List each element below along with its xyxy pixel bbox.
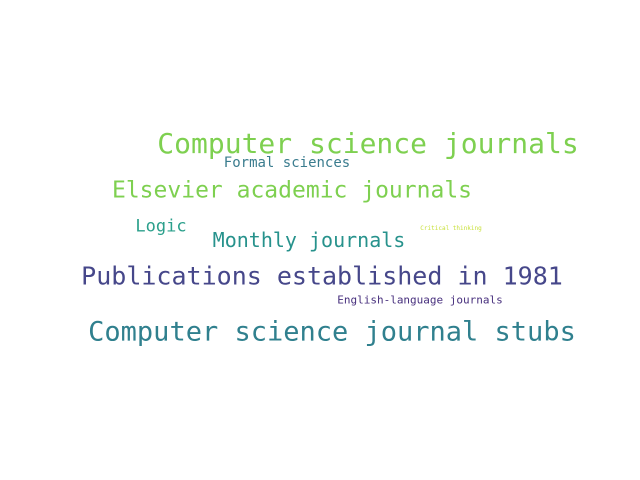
word-logic: Logic [135,216,187,237]
word-english-language-journals: English-language journals [337,293,503,307]
word-computer-science-journal-stubs: Computer science journal stubs [88,316,576,348]
word-monthly-journals: Monthly journals [212,228,406,252]
word-critical-thinking: Critical thinking [420,225,482,232]
word-publications-established-1981: Publications established in 1981 [81,261,563,291]
word-formal-sciences: Formal sciences [223,155,351,171]
word-elsevier-academic-journals: Elsevier academic journals [111,177,473,204]
word-computer-science-journals: Computer science journals [157,127,579,160]
